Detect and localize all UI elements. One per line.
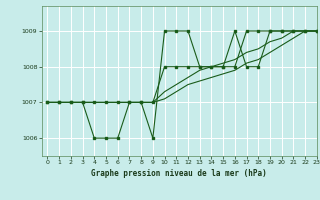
X-axis label: Graphe pression niveau de la mer (hPa): Graphe pression niveau de la mer (hPa) <box>91 169 267 178</box>
